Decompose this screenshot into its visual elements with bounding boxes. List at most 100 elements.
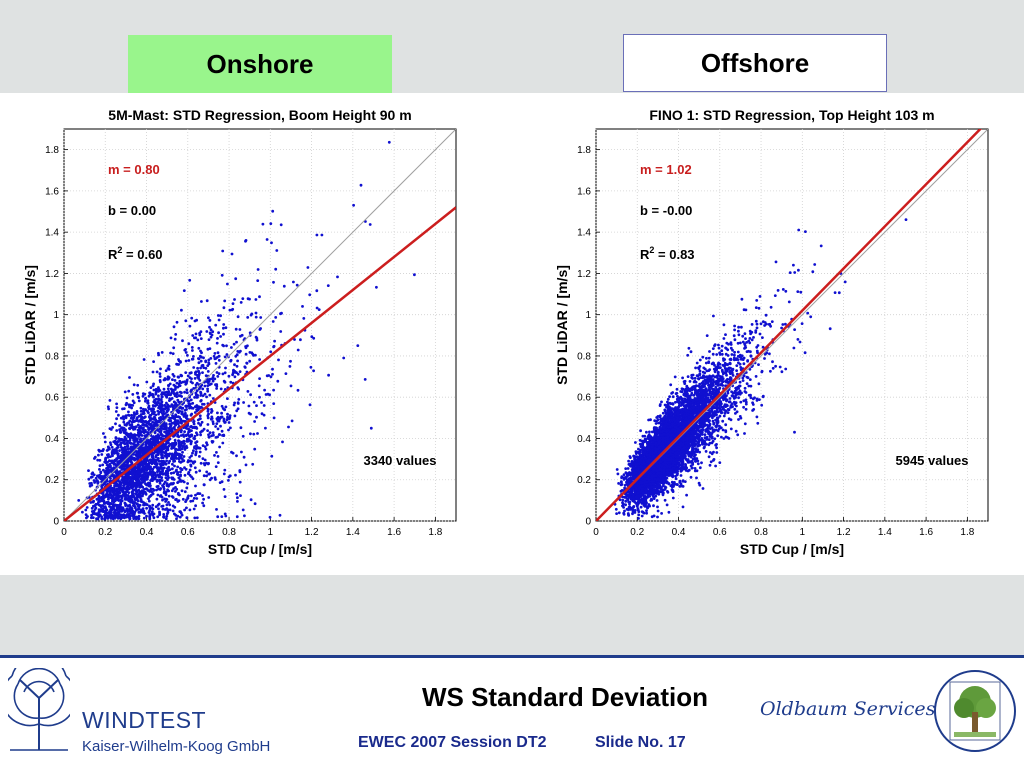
scatter-point xyxy=(789,271,792,274)
scatter-point xyxy=(128,517,131,520)
scatter-point xyxy=(163,388,166,391)
scatter-point xyxy=(172,373,175,376)
scatter-point xyxy=(190,406,193,409)
scatter-point xyxy=(159,375,162,378)
scatter-point xyxy=(157,397,160,400)
scatter-point xyxy=(252,433,255,436)
scatter-point xyxy=(96,513,99,516)
scatter-point xyxy=(115,436,118,439)
scatter-point xyxy=(186,391,189,394)
scatter-point xyxy=(250,314,253,317)
scatter-point xyxy=(209,431,212,434)
scatter-point xyxy=(139,437,142,440)
scatter-point xyxy=(248,405,251,408)
scatter-point xyxy=(364,378,367,381)
scatter-point xyxy=(211,334,214,337)
scatter-point xyxy=(186,354,189,357)
scatter-point xyxy=(127,435,130,438)
scatter-point xyxy=(237,388,240,391)
x-tick-label: 1.8 xyxy=(960,527,974,538)
scatter-point xyxy=(297,349,300,352)
scatter-point xyxy=(153,400,156,403)
scatter-point xyxy=(145,472,148,475)
scatter-point xyxy=(296,284,299,287)
scatter-point xyxy=(201,430,204,433)
scatter-point xyxy=(105,509,108,512)
scatter-point xyxy=(121,499,124,502)
scatter-point xyxy=(173,325,176,328)
scatter-point xyxy=(164,407,167,410)
scatter-point xyxy=(193,337,196,340)
scatter-point xyxy=(279,312,282,315)
scatter-point xyxy=(222,327,225,330)
scatter-point xyxy=(229,474,232,477)
scatter-point xyxy=(109,464,112,467)
scatter-point xyxy=(258,377,261,380)
scatter-point xyxy=(285,372,288,375)
scatter-point xyxy=(272,320,275,323)
scatter-point xyxy=(263,414,266,417)
scatter-point xyxy=(216,371,219,374)
scatter-point xyxy=(185,516,188,519)
scatter-point xyxy=(229,309,232,312)
scatter-point xyxy=(96,459,99,462)
scatter-point xyxy=(159,380,162,383)
scatter-point xyxy=(289,360,292,363)
scatter-point xyxy=(207,423,210,426)
scatter-point xyxy=(138,434,141,437)
scatter-point xyxy=(639,429,642,432)
scatter-point xyxy=(175,469,178,472)
scatter-point xyxy=(156,515,159,518)
scatter-point xyxy=(94,504,97,507)
scatter-point xyxy=(114,442,117,445)
x-tick-label: 1.6 xyxy=(919,527,933,538)
scatter-point xyxy=(236,500,239,503)
scatter-point xyxy=(211,410,214,413)
scatter-point xyxy=(249,432,252,435)
scatter-point xyxy=(686,354,689,357)
scatter-point xyxy=(235,492,238,495)
offshore-label: Offshore xyxy=(623,34,887,92)
scatter-point xyxy=(310,366,313,369)
scatter-point xyxy=(90,514,93,517)
scatter-point xyxy=(133,440,136,443)
scatter-point xyxy=(98,508,101,511)
scatter-point xyxy=(173,457,176,460)
scatter-point xyxy=(213,355,216,358)
scatter-point xyxy=(189,509,192,512)
scatter-point xyxy=(226,413,229,416)
scatter-point xyxy=(147,467,150,470)
scatter-point xyxy=(212,431,215,434)
scatter-point xyxy=(161,391,164,394)
scatter-point xyxy=(218,319,221,322)
scatter-point xyxy=(269,516,272,519)
scatter-point xyxy=(199,451,202,454)
scatter-point xyxy=(165,427,168,430)
value-count: 3340 values xyxy=(363,453,436,468)
scatter-point xyxy=(191,346,194,349)
scatter-point xyxy=(157,485,160,488)
scatter-point xyxy=(149,414,152,417)
scatter-point xyxy=(172,510,175,513)
scatter-point xyxy=(188,456,191,459)
scatter-point xyxy=(158,512,161,515)
scatter-point xyxy=(140,407,143,410)
scatter-point xyxy=(228,416,231,419)
scatter-point xyxy=(360,184,363,187)
scatter-point xyxy=(199,350,202,353)
scatter-point xyxy=(160,505,163,508)
scatter-point xyxy=(190,380,193,383)
scatter-point xyxy=(180,412,183,415)
scatter-point xyxy=(165,517,168,520)
scatter-point xyxy=(121,408,124,411)
scatter-point xyxy=(232,302,235,305)
scatter-point xyxy=(172,442,175,445)
scatter-point xyxy=(161,396,164,399)
scatter-point xyxy=(170,403,173,406)
scatter-point xyxy=(114,459,117,462)
chart-title: 5M-Mast: STD Regression, Boom Height 90 … xyxy=(108,107,411,123)
scatter-point xyxy=(184,500,187,503)
scatter-point xyxy=(122,450,125,453)
scatter-point xyxy=(178,410,181,413)
scatter-point xyxy=(113,499,116,502)
